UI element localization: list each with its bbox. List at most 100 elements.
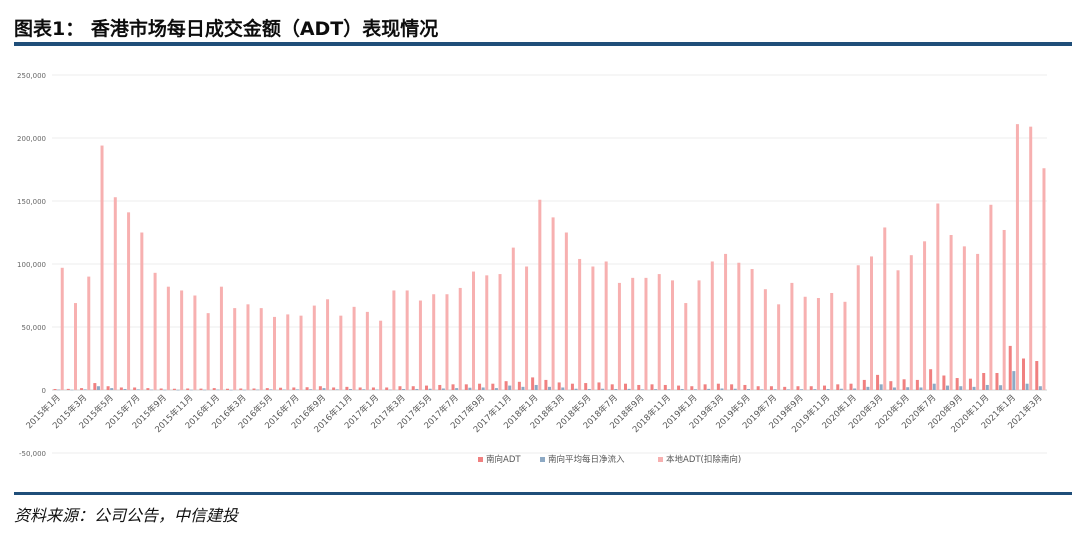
net-inflow-bar [667,389,671,390]
southbound-adt-bar [1035,361,1039,390]
local-adt-bar [1042,168,1046,390]
net-inflow-bar [574,388,578,390]
local-adt-bar [737,262,741,390]
southbound-adt-bar [876,374,880,390]
local-adt-bar [193,295,197,390]
net-inflow-bar [866,386,870,390]
local-adt-bar [405,290,409,390]
southbound-adt-bar [504,381,508,390]
local-adt-bar [113,197,117,390]
southbound-adt-bar [411,386,415,390]
southbound-adt-bar [159,388,163,390]
net-inflow-bar [720,388,724,390]
net-inflow-bar [269,389,273,390]
southbound-adt-bar [637,384,641,390]
local-adt-bar [830,292,834,390]
southbound-adt-bar [345,386,349,390]
net-inflow-bar [229,389,233,391]
southbound-adt-bar [955,378,959,390]
southbound-adt-bar [677,385,681,390]
local-adt-bar [365,311,369,390]
southbound-adt-bar [425,385,428,390]
southbound-adt-bar [862,379,866,390]
southbound-adt-bar [93,383,97,390]
southbound-adt-bar [929,369,933,390]
local-adt-bar [233,308,237,390]
local-adt-bar [100,145,104,390]
southbound-adt-bar [491,383,495,390]
southbound-adt-bar [690,386,694,390]
local-adt-bar [458,287,462,390]
net-inflow-bar [57,389,61,391]
southbound-adt-bar [212,388,216,390]
local-adt-bar [219,286,223,390]
local-adt-bar [1015,124,1019,390]
southbound-adt-bar [902,379,906,390]
southbound-adt-bar [703,384,707,390]
net-inflow-bar [136,389,140,390]
southbound-adt-bar [584,383,588,390]
local-adt-bar [153,272,157,390]
net-inflow-bar [163,389,167,391]
local-adt-bar [498,274,502,390]
net-inflow-bar [216,389,220,391]
southbound-adt-bar [557,382,561,390]
southbound-adt-bar [756,386,760,390]
local-adt-bar [472,271,475,390]
net-inflow-bar [256,389,260,391]
southbound-adt-bar [371,387,375,390]
southbound-adt-bar [239,388,243,390]
local-adt-bar [750,269,754,390]
net-inflow-bar [83,389,87,390]
local-adt-bar [87,276,91,390]
local-adt-bar [710,261,714,390]
net-inflow-bar [985,384,989,390]
local-adt-bar [379,320,383,390]
net-inflow-bar [892,387,896,390]
southbound-adt-bar [783,386,787,390]
net-inflow-bar [534,384,538,390]
southbound-adt-bar [106,386,110,390]
local-adt-bar [564,232,568,390]
local-adt-bar [856,265,860,390]
southbound-adt-bar [226,388,229,390]
local-adt-bar [896,270,900,390]
net-inflow-bar [295,389,299,390]
local-adt-bar [617,282,621,390]
southbound-adt-bar [318,386,322,390]
y-tick-label: -50,000 [19,450,46,458]
southbound-adt-bar [968,378,972,390]
net-inflow-bar [733,388,737,390]
local-adt-bar [631,277,635,390]
net-inflow-bar [640,389,644,390]
southbound-adt-bar [769,386,773,390]
net-inflow-bar [70,389,74,391]
southbound-adt-bar [610,384,614,390]
local-adt-bar [909,255,913,390]
local-adt-bar [684,303,688,390]
southbound-adt-bar [478,383,482,390]
southbound-adt-bar [942,375,946,390]
legend-swatch [540,457,545,462]
southbound-adt-bar [385,387,389,390]
y-tick-label: 50,000 [22,324,47,332]
legend-swatch [478,457,483,462]
local-adt-bar [259,308,263,390]
local-adt-bar [60,267,64,390]
net-inflow-bar [946,385,949,390]
southbound-adt-bar [836,384,840,390]
net-inflow-bar [1012,371,1016,390]
net-inflow-bar [879,384,883,390]
net-inflow-bar [826,388,830,390]
net-inflow-bar [1025,383,1029,390]
net-inflow-bar [508,385,512,390]
local-adt-bar [511,247,515,390]
local-adt-bar [1029,126,1033,390]
southbound-adt-bar [451,384,455,390]
southbound-adt-bar [252,388,256,390]
southbound-adt-bar [305,387,309,390]
net-inflow-bar [561,387,565,390]
local-adt-bar [697,280,701,390]
net-inflow-bar [189,389,193,391]
southbound-adt-bar [66,388,70,390]
